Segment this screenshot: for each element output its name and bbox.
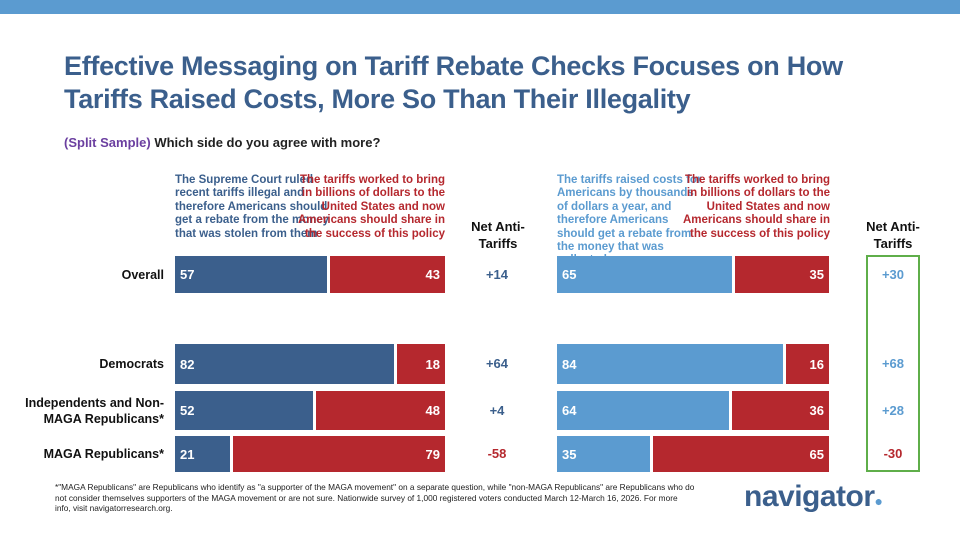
- bar-agree: 52: [175, 391, 314, 430]
- question: (Split Sample) Which side do you agree w…: [64, 135, 380, 150]
- net-value: -58: [487, 446, 507, 461]
- left-red-header: The tariffs worked to bring in billions …: [298, 174, 445, 240]
- navigator-logo: navigator●: [744, 480, 883, 513]
- page-title: Effective Messaging on Tariff Rebate Che…: [64, 51, 843, 114]
- bar-tariffs-worked: 16: [786, 344, 829, 384]
- bar-tariffs-worked: 35: [734, 256, 829, 293]
- net-value: +64: [485, 356, 509, 371]
- row-label: Overall: [121, 267, 164, 282]
- bar-agree: 64: [557, 391, 730, 430]
- net-value: +14: [485, 266, 509, 282]
- left-net-header: Net Anti-Tariffs: [471, 219, 525, 251]
- row-label: Democrats: [99, 357, 164, 371]
- highlight-box: [866, 255, 920, 472]
- bar-agree: 82: [175, 344, 395, 384]
- row-label: MAGA Republicans*: [43, 447, 164, 461]
- bar-agree: 21: [175, 436, 230, 472]
- split-sample-label: (Split Sample): [64, 135, 151, 150]
- bar-tariffs-worked: 43: [329, 256, 445, 293]
- net-value: +28: [881, 402, 905, 418]
- bar-agree: 65: [557, 256, 732, 293]
- right-red-header: The tariffs worked to bring in billions …: [683, 174, 830, 240]
- top-bar: [0, 0, 960, 14]
- right-blue-header: The tariffs raised costs for Americans b…: [557, 174, 702, 266]
- net-value: +68: [881, 356, 905, 371]
- bar-tariffs-worked: 79: [232, 436, 445, 472]
- question-text: Which side do you agree with more?: [154, 135, 381, 150]
- bar-tariffs-worked: 18: [397, 344, 445, 384]
- bar-tariffs-worked: 65: [653, 436, 829, 472]
- bar-tariffs-worked: 36: [732, 391, 829, 430]
- right-net-header: Net Anti-Tariffs: [866, 219, 920, 251]
- footnote: *"MAGA Republicans" are Republicans who …: [55, 482, 695, 513]
- bar-agree: 84: [557, 344, 784, 384]
- net-value: -30: [883, 446, 903, 461]
- row-label: Independents and Non- MAGA Republicans*: [25, 395, 164, 426]
- net-value: +30: [881, 266, 905, 282]
- bar-agree: 35: [557, 436, 651, 472]
- bar-agree: 57: [175, 256, 327, 293]
- net-value: +4: [489, 402, 505, 418]
- left-blue-header: The Supreme Court ruled recent tariffs i…: [175, 174, 330, 240]
- bar-tariffs-worked: 48: [316, 391, 445, 430]
